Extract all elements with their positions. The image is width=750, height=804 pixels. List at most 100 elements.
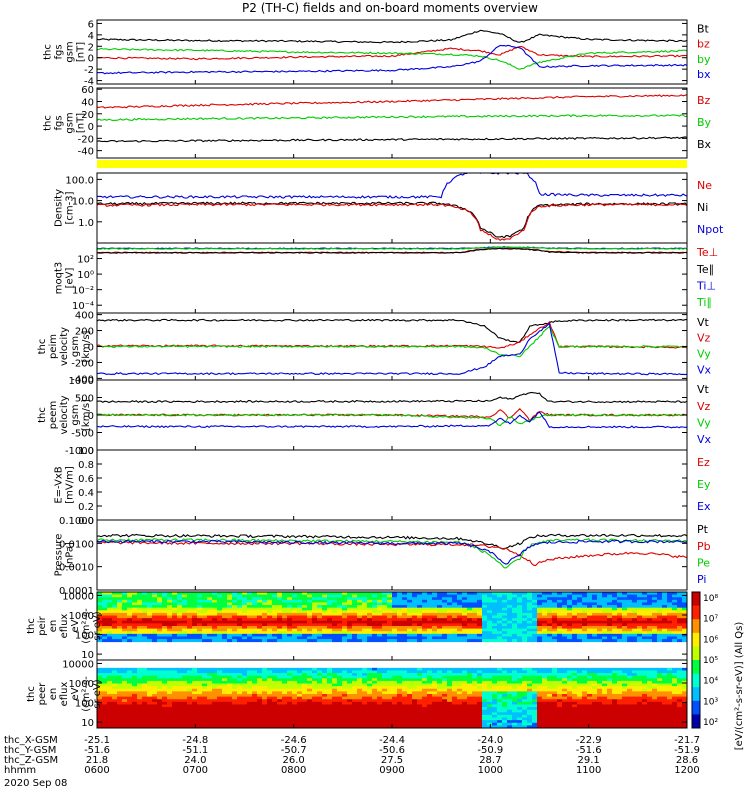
heatmap-cell [162, 673, 167, 676]
heatmap-cell [652, 602, 657, 605]
heatmap-cell [502, 626, 507, 629]
heatmap-cell [462, 597, 467, 600]
heatmap-cell [297, 707, 302, 710]
heatmap-cell [322, 673, 327, 676]
heatmap-cell [442, 670, 447, 673]
heatmap-cell [162, 621, 167, 624]
heatmap-cell [637, 621, 642, 624]
heatmap-cell [272, 686, 277, 689]
heatmap-cell [577, 673, 582, 676]
heatmap-cell [107, 710, 112, 713]
heatmap-cell [147, 712, 152, 715]
heatmap-cell [492, 704, 497, 707]
heatmap-cell [487, 634, 492, 637]
heatmap-cell [497, 631, 502, 634]
heatmap-cell [332, 702, 337, 705]
heatmap-cell [187, 618, 192, 621]
heatmap-cell [302, 720, 307, 723]
heatmap-cell [212, 715, 217, 718]
heatmap-cell [162, 631, 167, 634]
heatmap-cell [137, 712, 142, 715]
heatmap-cell [602, 697, 607, 700]
heatmap-cell [332, 694, 337, 697]
heatmap-cell [622, 613, 627, 616]
heatmap-cell [387, 684, 392, 687]
heatmap-cell [577, 600, 582, 603]
heatmap-cell [357, 678, 362, 681]
heatmap-cell [242, 689, 247, 692]
heatmap-cell [167, 670, 172, 673]
heatmap-cell [187, 608, 192, 611]
heatmap-cell [602, 639, 607, 642]
heatmap-cell [237, 636, 242, 639]
heatmap-cell [447, 697, 452, 700]
heatmap-cell [547, 699, 552, 702]
heatmap-cell [262, 691, 267, 694]
heatmap-cell [222, 678, 227, 681]
heatmap-cell [402, 684, 407, 687]
heatmap-cell [652, 634, 657, 637]
heatmap-cell [232, 597, 237, 600]
heatmap-cell [562, 723, 567, 726]
heatmap-cell [352, 676, 357, 679]
heatmap-cell [577, 686, 582, 689]
heatmap-cell [547, 676, 552, 679]
heatmap-cell [242, 697, 247, 700]
heatmap-cell [632, 602, 637, 605]
heatmap-cell [617, 605, 622, 608]
heatmap-cell [342, 634, 347, 637]
heatmap-cell [602, 608, 607, 611]
heatmap-cell [437, 618, 442, 621]
heatmap-cell [117, 670, 122, 673]
heatmap-cell [462, 676, 467, 679]
heatmap-cell [417, 712, 422, 715]
heatmap-cell [187, 715, 192, 718]
heatmap-cell [492, 639, 497, 642]
heatmap-cell [227, 673, 232, 676]
heatmap-cell [187, 704, 192, 707]
heatmap-cell [562, 678, 567, 681]
heatmap-cell [427, 691, 432, 694]
heatmap-cell [257, 670, 262, 673]
heatmap-cell [487, 686, 492, 689]
heatmap-cell [622, 618, 627, 621]
heatmap-cell [117, 684, 122, 687]
heatmap-cell [237, 702, 242, 705]
heatmap-cell [547, 668, 552, 671]
heatmap-cell [602, 626, 607, 629]
heatmap-cell [282, 626, 287, 629]
heatmap-cell [612, 684, 617, 687]
heatmap-cell [382, 712, 387, 715]
heatmap-cell [462, 678, 467, 681]
heatmap-cell [387, 715, 392, 718]
heatmap-cell [377, 629, 382, 632]
heatmap-cell [257, 597, 262, 600]
heatmap-cell [152, 631, 157, 634]
heatmap-cell [287, 639, 292, 642]
heatmap-cell [517, 689, 522, 692]
heatmap-cell [367, 670, 372, 673]
heatmap-cell [117, 610, 122, 613]
heatmap-cell [607, 600, 612, 603]
heatmap-cell [542, 720, 547, 723]
heatmap-cell [182, 610, 187, 613]
heatmap-cell [382, 608, 387, 611]
heatmap-cell [232, 676, 237, 679]
heatmap-cell [612, 629, 617, 632]
heatmap-cell [162, 608, 167, 611]
heatmap-cell [427, 631, 432, 634]
heatmap-cell [392, 704, 397, 707]
heatmap-cell [537, 699, 542, 702]
heatmap-cell [397, 678, 402, 681]
heatmap-cell [122, 715, 127, 718]
heatmap-cell [302, 678, 307, 681]
heatmap-cell [507, 691, 512, 694]
heatmap-cell [117, 720, 122, 723]
heatmap-cell [202, 684, 207, 687]
heatmap-cell [327, 718, 332, 721]
heatmap-cell [372, 689, 377, 692]
heatmap-cell [557, 610, 562, 613]
heatmap-cell [642, 618, 647, 621]
heatmap-cell [592, 595, 597, 598]
legend-Ez: Ez [697, 456, 710, 469]
